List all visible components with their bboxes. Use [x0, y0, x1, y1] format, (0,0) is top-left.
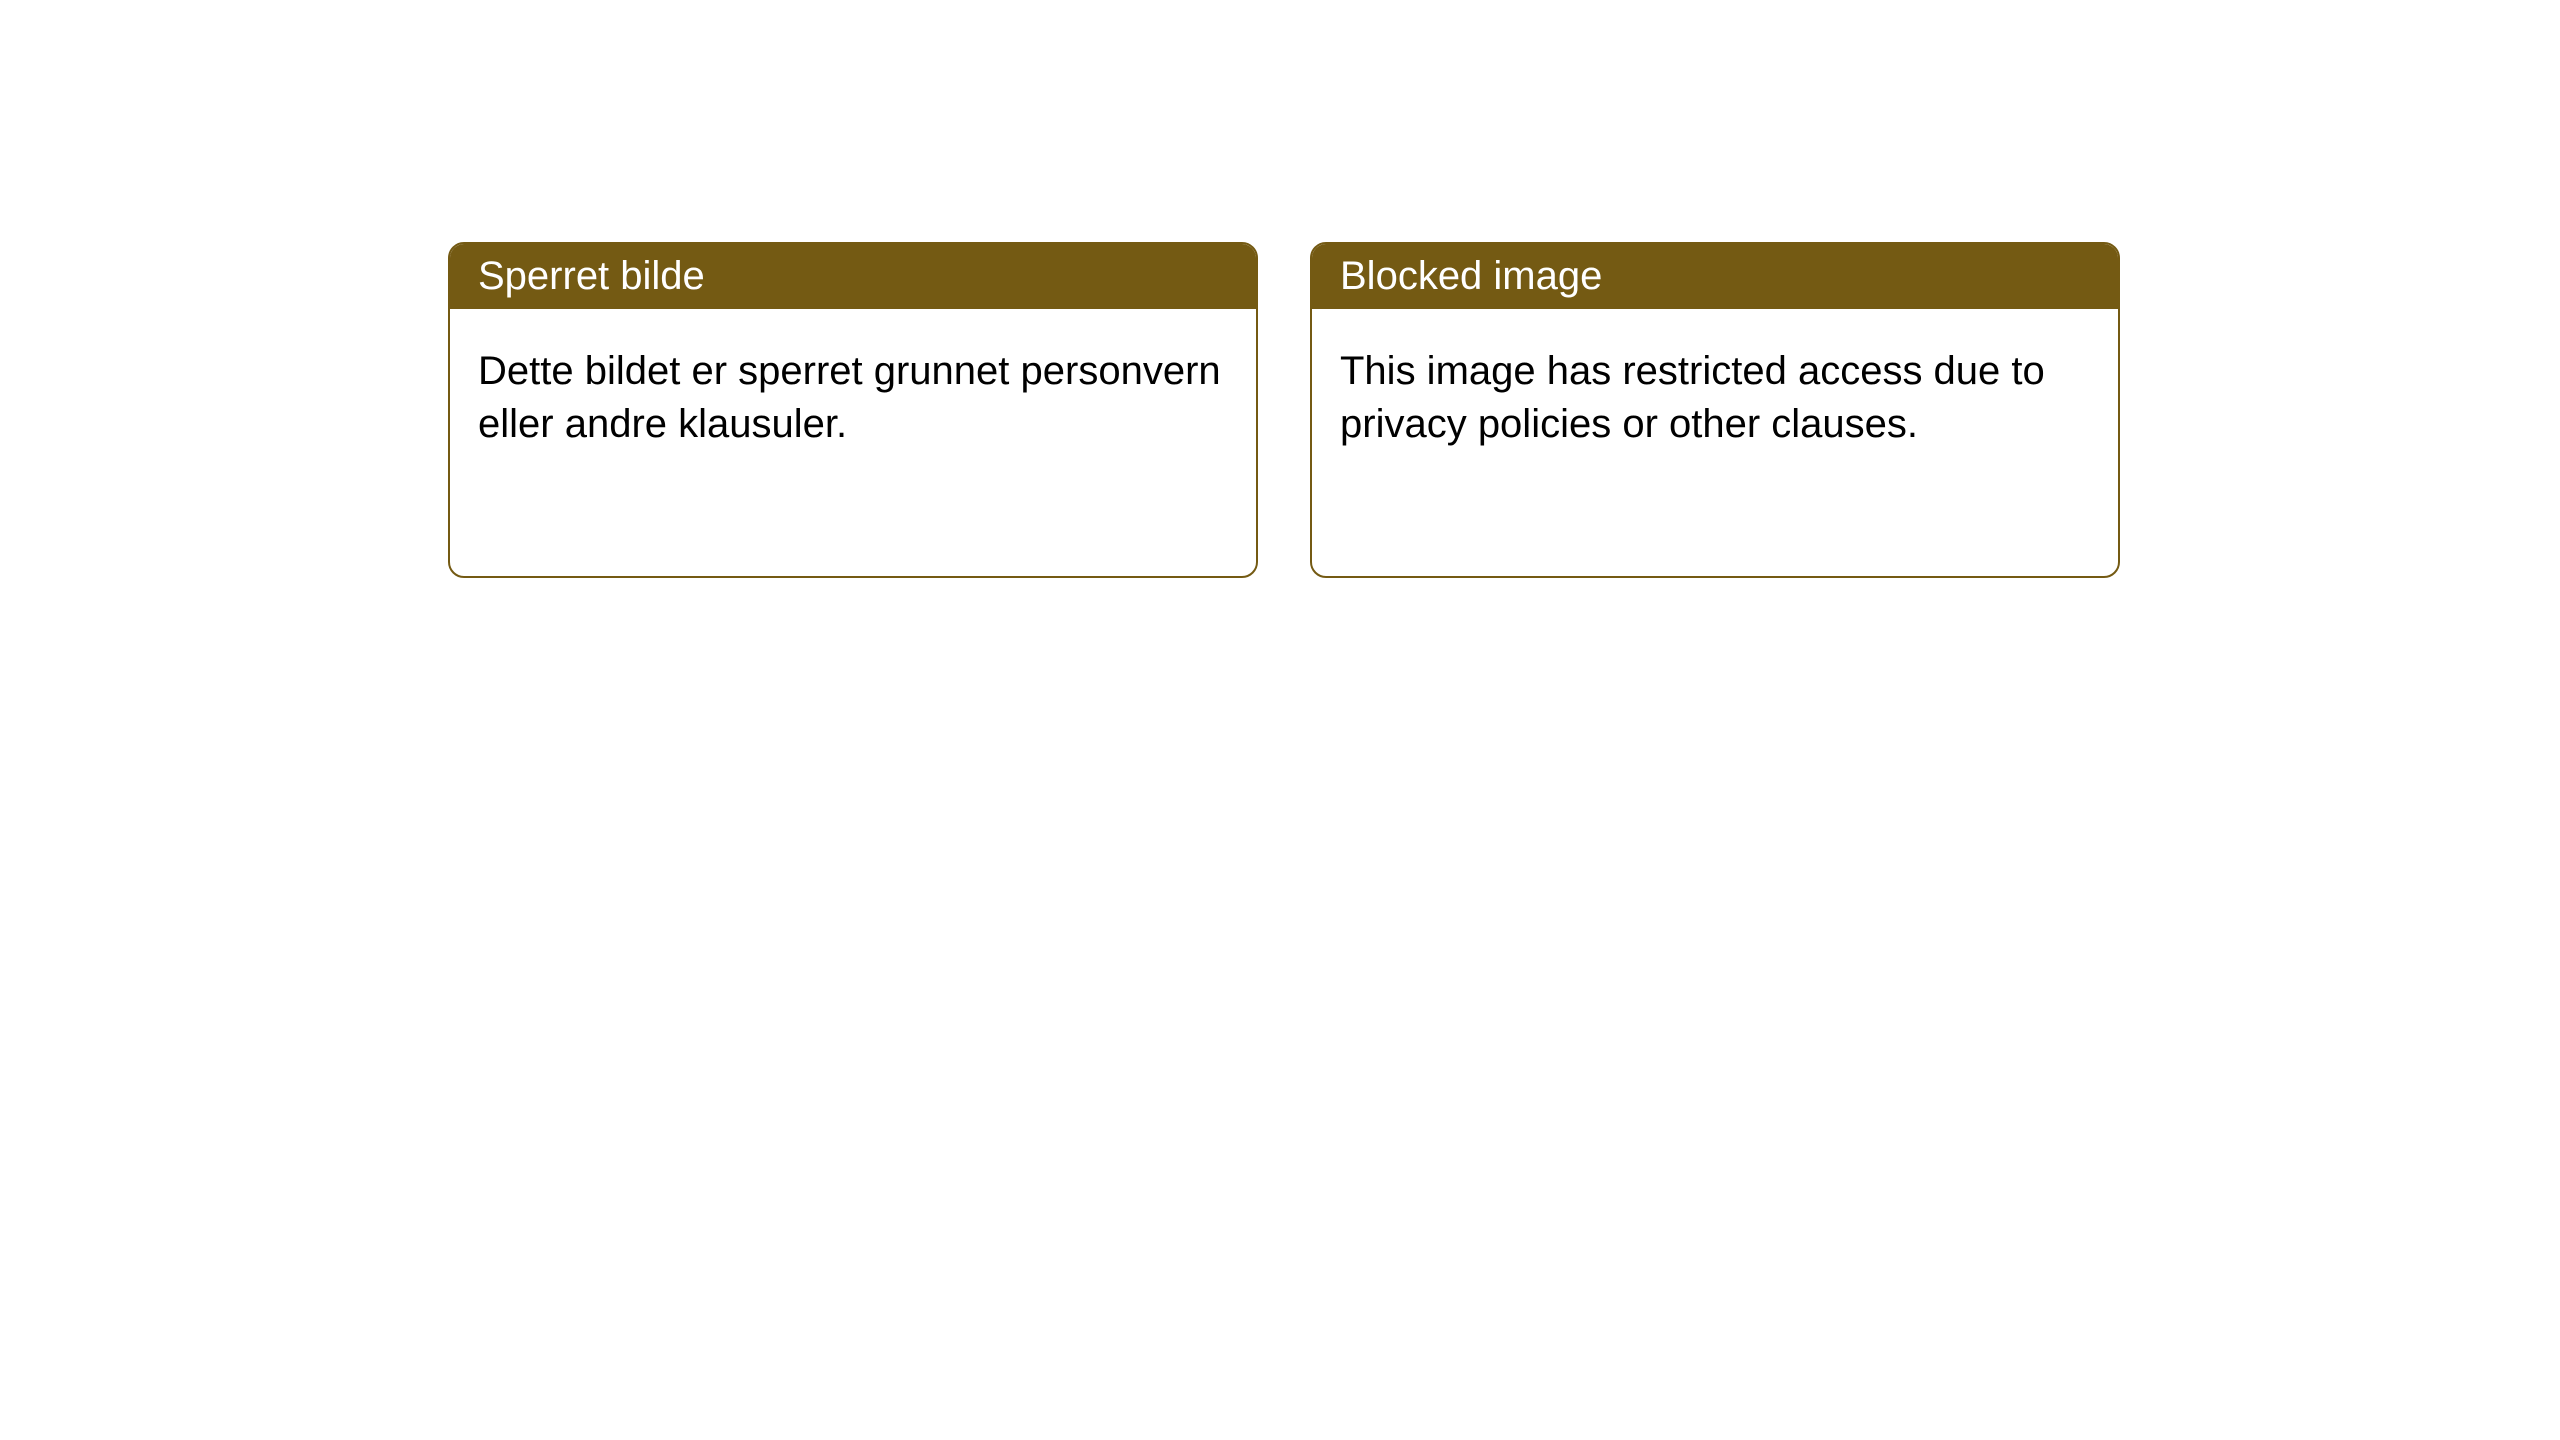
notice-card-title: Blocked image: [1312, 244, 2118, 309]
notice-card-title: Sperret bilde: [450, 244, 1256, 309]
notice-card-no: Sperret bilde Dette bildet er sperret gr…: [448, 242, 1258, 578]
notice-card-en: Blocked image This image has restricted …: [1310, 242, 2120, 578]
notice-cards-container: Sperret bilde Dette bildet er sperret gr…: [0, 0, 2560, 578]
notice-card-body: This image has restricted access due to …: [1312, 309, 2118, 487]
notice-card-body: Dette bildet er sperret grunnet personve…: [450, 309, 1256, 487]
